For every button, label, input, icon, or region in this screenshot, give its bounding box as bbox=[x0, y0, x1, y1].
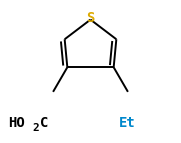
Text: C: C bbox=[40, 116, 48, 130]
Text: 2: 2 bbox=[33, 123, 39, 133]
Text: S: S bbox=[86, 11, 95, 25]
Text: HO: HO bbox=[9, 116, 25, 130]
Text: Et: Et bbox=[119, 116, 136, 130]
